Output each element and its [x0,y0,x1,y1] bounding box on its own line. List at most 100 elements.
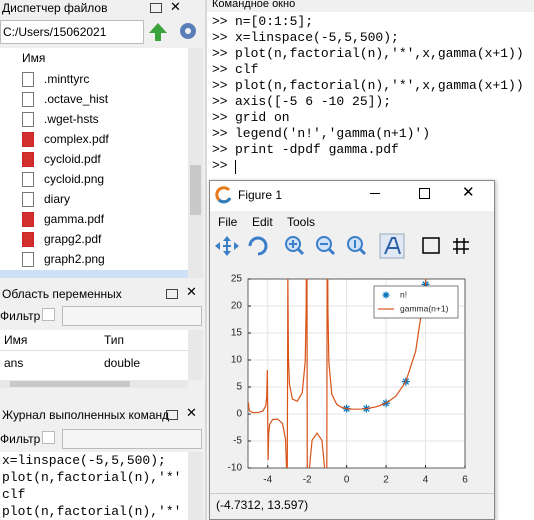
scrollbar[interactable] [188,452,203,520]
grid-button[interactable] [453,238,469,254]
y-tick-label: 15 [231,328,243,339]
prompt: >> [212,46,228,61]
legend [373,285,459,319]
prompt: >> [212,110,228,125]
toolbar-icons [149,23,196,41]
undock-button[interactable] [166,410,178,420]
history-entry: x=linspace(-5,5,500); [2,453,166,468]
file-icon [22,172,34,187]
zoom-reset-button[interactable] [347,236,367,256]
splitter [205,0,207,520]
x-tick-label: -4 [263,475,272,486]
menu-item[interactable]: Tools [287,215,316,229]
panel-title: Диспетчер файлов [2,1,108,15]
status-divider [210,493,494,494]
command: print -dpdf gamma.pdf [235,142,399,157]
series-line [248,279,427,468]
x-tick-label: 4 [423,475,429,486]
filter-checkbox[interactable] [42,431,55,444]
octave-icon [215,186,232,204]
file-icon [22,152,34,167]
filter-combobox[interactable] [62,306,202,326]
panel-title: Командное окно [212,0,296,10]
menu-item[interactable]: Edit [252,215,273,229]
scrollbar[interactable] [188,330,203,380]
history-entry: clf [2,487,26,502]
pan-button[interactable] [215,236,239,256]
rotate-button[interactable] [248,236,268,256]
file-icon [22,112,34,127]
filter-checkbox[interactable] [42,308,55,321]
undock-button[interactable] [150,3,162,13]
figure-toolbar [215,233,469,259]
filter-label: Фильтр [0,309,41,323]
plot-canvas: -4 -2 0 2 4 6 -10 -5 0 5 10 15 20 25 n! gamma(n+1) [228,274,469,486]
file-name: graph2.png [44,252,105,266]
file-list: .minttyrc .octave_hist .wget-hsts complex.p… [0,48,203,278]
command: plot(n,factorial(n),'*',x,gamma(x+1)) [235,46,524,61]
file-icon [22,72,34,87]
plot-clip [248,279,430,468]
scrollbar[interactable] [188,48,203,278]
column-header: Тип [104,333,125,347]
file-name: complex.pdf [44,132,109,146]
file-name: cycloid.png [44,172,105,186]
history-entry: plot(n,factorial(n),'*' [2,504,182,519]
file-name: gamma.pdf [44,212,105,226]
file-icon [22,232,34,247]
command: clf [235,62,259,77]
scroll-thumb[interactable] [190,165,201,215]
x-tick-label: 2 [383,475,389,486]
variable-type: double [104,356,141,370]
file-name: .octave_hist [44,92,109,106]
maximize-button[interactable] [419,188,430,199]
x-tick-label: 0 [344,475,350,486]
prompt: >> [212,62,228,77]
gear-hole [185,28,191,34]
filter-combobox[interactable] [62,429,202,449]
command: grid on [235,110,290,125]
legend-marker [382,291,390,299]
file-icon [22,132,34,147]
prompt: >> [212,142,228,157]
scrollbar[interactable] [0,380,188,388]
column-header: Имя [22,51,46,65]
minimize-button[interactable] [370,193,380,194]
path-combobox[interactable]: C:/Users/15062021 [0,20,144,44]
axes-box [247,278,466,469]
x-tick-label: 6 [462,475,468,486]
file-name: diary [44,192,71,206]
file-name: grapg2.pdf [44,232,102,246]
file-name: cycloid.pdf [44,152,101,166]
history-list: x=linspace(-5,5,500); plot(n,factorial(n)… [0,452,188,520]
legend-label: gamma(n+1) [400,303,449,313]
close-button[interactable]: ✕ [186,405,197,420]
filter-label: Фильтр [0,432,41,446]
zoom-out-button[interactable] [316,236,336,256]
scroll-thumb[interactable] [10,381,130,387]
command: axis([-5 6 -10 25]); [235,94,392,109]
prompt: >> [212,14,228,29]
x-tick-label: -2 [303,475,312,486]
y-tick-label: 5 [236,382,242,393]
zoom-in-button[interactable] [285,236,305,256]
prompt: >> [212,158,228,173]
file-name: .minttyrc [44,72,90,86]
command: legend('n!','gamma(n+1)') [235,126,431,141]
figure-window: Figure 1 ✕ File Edit Tools -4 -2 0 2 4 6 -10 -5 0 5… [209,180,495,520]
legend-label: n! [400,289,407,299]
file-icon [22,212,34,227]
undock-button[interactable] [166,289,178,299]
close-button[interactable]: ✕ [170,0,181,14]
panel-title: Область переменных [2,287,122,301]
panel-title: Журнал выполненных команд [2,408,170,422]
text-icon [384,237,401,255]
close-button[interactable]: ✕ [462,184,475,201]
up-button[interactable] [149,23,167,41]
box-button[interactable] [422,237,440,254]
history-entry: plot(n,factorial(n),'*' [2,470,182,485]
close-button[interactable]: ✕ [186,284,197,299]
menu-item[interactable]: File [218,215,238,229]
status-bar: (-4.7312, 13.597) [216,498,309,512]
